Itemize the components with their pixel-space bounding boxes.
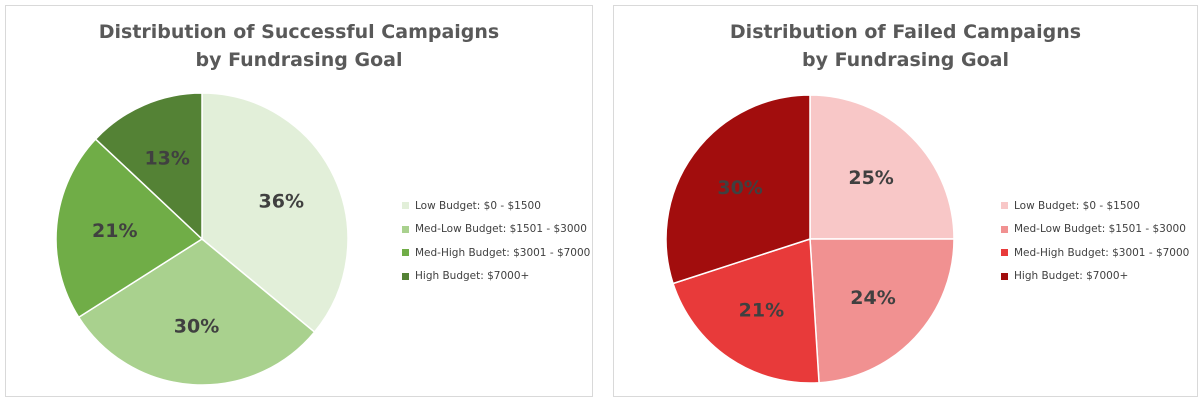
legend-swatch	[402, 249, 409, 257]
legend-label: Med-High Budget: $3001 - $7000	[415, 246, 591, 259]
legend-item: Med-Low Budget: $1501 - $3000	[402, 218, 590, 242]
legend-label: Low Budget: $0 - $1500	[1014, 199, 1140, 212]
chart-legend: Low Budget: $0 - $1500 Med-Low Budget: $1…	[402, 194, 590, 288]
chart-title-line-1: Distribution of Failed Campaigns	[729, 21, 1082, 43]
failed-campaigns-chart: Distribution of Failed Campaigns by Fund…	[613, 5, 1198, 397]
legend-item: Med-High Budget: $3001 - $7000	[1001, 241, 1189, 265]
slice-data-label: 21%	[739, 300, 784, 322]
legend-swatch	[1001, 272, 1008, 280]
legend-swatch	[402, 202, 409, 210]
legend-label: Low Budget: $0 - $1500	[415, 199, 541, 212]
legend-label: Med-High Budget: $3001 - $7000	[1014, 246, 1190, 259]
chart-title-line-2: by Fundrasing Goal	[195, 49, 403, 71]
legend-item: Med-Low Budget: $1501 - $3000	[1001, 218, 1189, 242]
legend-swatch	[1001, 202, 1008, 210]
chart-title: Distribution of Successful Campaigns by …	[6, 18, 592, 74]
pie-slice	[201, 92, 349, 334]
legend-item: High Budget: $7000+	[1001, 265, 1189, 289]
legend-swatch	[402, 272, 409, 280]
pie-slice	[665, 94, 811, 285]
legend-swatch	[402, 225, 409, 233]
pie-slice	[809, 238, 955, 384]
slice-data-label: 24%	[850, 287, 895, 309]
pie-chart: 25% 24% 21% 30%	[665, 94, 955, 384]
pie-slice	[55, 137, 204, 319]
pie-chart: 36% 30% 21% 13%	[55, 92, 349, 386]
chart-title: Distribution of Failed Campaigns by Fund…	[614, 18, 1197, 74]
slice-data-label: 25%	[848, 167, 893, 189]
successful-campaigns-chart: Distribution of Successful Campaigns by …	[5, 5, 593, 397]
chart-title-line-1: Distribution of Successful Campaigns	[98, 21, 500, 43]
chart-title-line-2: by Fundrasing Goal	[801, 49, 1010, 71]
legend-item: Low Budget: $0 - $1500	[402, 194, 590, 218]
legend-item: Med-High Budget: $3001 - $7000	[402, 241, 590, 265]
legend-item: Low Budget: $0 - $1500	[1001, 194, 1189, 218]
pie-slice	[77, 238, 316, 386]
legend-label: High Budget: $7000+	[415, 270, 530, 283]
legend-label: High Budget: $7000+	[1014, 270, 1129, 283]
slice-data-label: 30%	[174, 315, 219, 337]
slice-data-label: 21%	[92, 220, 137, 242]
slice-data-label: 30%	[717, 177, 762, 199]
slice-data-label: 36%	[259, 191, 304, 213]
legend-swatch	[1001, 249, 1008, 257]
legend-item: High Budget: $7000+	[402, 265, 590, 289]
legend-label: Med-Low Budget: $1501 - $3000	[415, 223, 587, 236]
pie-slice	[672, 237, 820, 384]
pie-slice	[94, 92, 203, 241]
legend-swatch	[1001, 225, 1008, 233]
legend-label: Med-Low Budget: $1501 - $3000	[1014, 223, 1186, 236]
pie-slice	[809, 94, 955, 240]
chart-legend: Low Budget: $0 - $1500 Med-Low Budget: $1…	[1001, 194, 1189, 288]
slice-data-label: 13%	[144, 148, 189, 170]
